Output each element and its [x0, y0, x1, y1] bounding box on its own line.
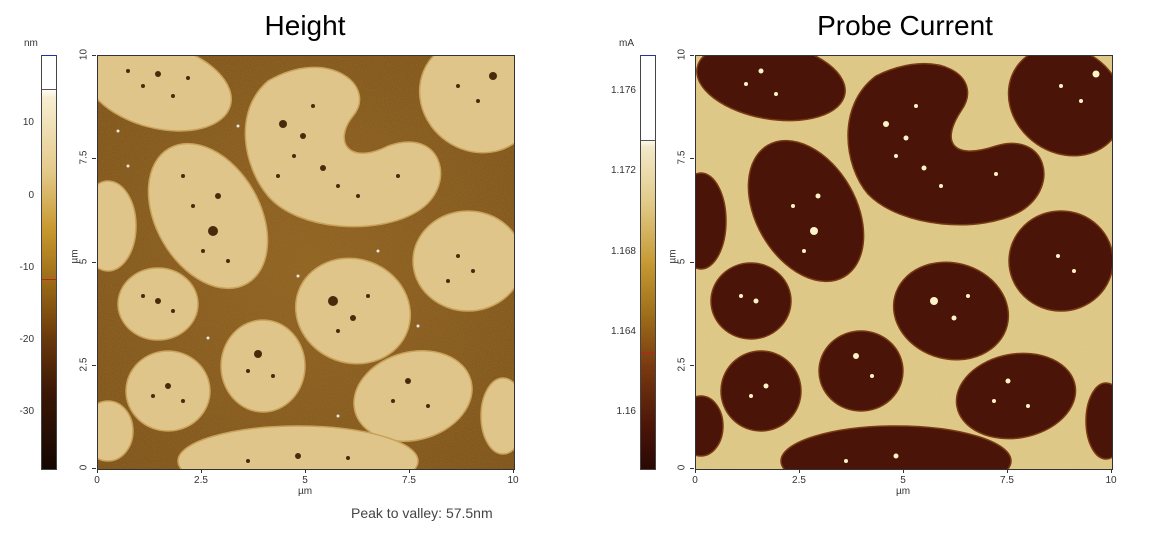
- height-colorbar-tick: 0: [28, 190, 34, 201]
- peak-to-valley-text: Peak to valley: 57.5nm: [351, 505, 493, 521]
- probe-current-map-image: [695, 55, 1113, 470]
- current-colorbar-marker-top: [641, 55, 655, 56]
- height-colorbar-marker-red: [42, 279, 56, 280]
- current-colorbar-tick: 1.164: [610, 326, 636, 337]
- current-y-tick-mark: [690, 262, 694, 263]
- height-title: Height: [264, 10, 346, 41]
- height-y-tick-label: 7.5: [78, 150, 90, 165]
- height-panel: Height nm 10 0 -10 -20 -30: [0, 0, 560, 541]
- height-x-tick-mark: [97, 469, 98, 473]
- current-y-axis-label: µm: [667, 249, 679, 264]
- height-colorbar-unit: nm: [24, 38, 38, 49]
- probe-current-map-svg: [696, 56, 1112, 469]
- current-x-tick-label: 10: [1105, 475, 1117, 486]
- current-y-tick-mark: [690, 55, 694, 56]
- current-x-tick-label: 7.5: [1000, 475, 1014, 486]
- height-y-tick-label: 10: [78, 48, 90, 61]
- current-x-tick-mark: [1007, 469, 1008, 473]
- current-y-tick-label: 2.5: [676, 357, 688, 372]
- current-y-tick-mark: [690, 158, 694, 159]
- current-x-tick-mark: [695, 469, 696, 473]
- height-colorbar-tick: -20: [19, 334, 34, 345]
- height-x-tick-mark: [513, 469, 514, 473]
- height-y-axis-label: µm: [69, 249, 81, 264]
- height-colorbar-tick: -30: [19, 406, 34, 417]
- height-y-tick-label: 2.5: [78, 357, 90, 372]
- probe-current-title: Probe Current: [817, 10, 993, 41]
- height-colorbar: [41, 55, 57, 470]
- height-x-tick-label: 5: [302, 475, 308, 486]
- current-y-tick-label: 10: [676, 48, 688, 61]
- height-x-tick-mark: [409, 469, 410, 473]
- current-colorbar-tick: 1.172: [610, 165, 636, 176]
- height-x-tick-label: 2.5: [194, 475, 208, 486]
- probe-current-panel: Probe Current mA 1.176 1.172 1.168 1.164…: [580, 0, 1149, 541]
- height-y-tick-mark: [92, 55, 96, 56]
- current-y-tick-mark: [690, 468, 694, 469]
- current-x-tick-mark: [903, 469, 904, 473]
- height-x-axis-label: µm: [298, 486, 313, 497]
- height-x-tick-mark: [305, 469, 306, 473]
- height-y-tick-mark: [92, 365, 96, 366]
- height-colorbar-marker-mid: [42, 89, 56, 90]
- current-colorbar-marker-mid: [641, 140, 655, 141]
- height-y-tick-mark: [92, 468, 96, 469]
- current-y-tick-label: 7.5: [676, 150, 688, 165]
- current-x-tick-label: 5: [900, 475, 906, 486]
- current-x-tick-mark: [799, 469, 800, 473]
- height-map-image: [97, 55, 515, 470]
- current-colorbar-tick: 1.176: [610, 85, 636, 96]
- current-colorbar: [640, 55, 656, 470]
- current-colorbar-marker-red: [641, 352, 655, 353]
- height-x-tick-label: 7.5: [402, 475, 416, 486]
- current-x-axis-label: µm: [896, 486, 911, 497]
- current-colorbar-unit: mA: [619, 38, 634, 49]
- current-colorbar-tick: 1.168: [610, 246, 636, 257]
- current-y-tick-mark: [690, 365, 694, 366]
- current-y-tick-label: 0: [676, 464, 688, 471]
- height-colorbar-tick: 10: [22, 117, 34, 128]
- height-x-tick-label: 0: [94, 475, 100, 486]
- height-x-tick-label: 10: [507, 475, 519, 486]
- height-colorbar-tick: -10: [19, 262, 34, 273]
- height-y-tick-label: 0: [78, 464, 90, 471]
- height-x-tick-mark: [201, 469, 202, 473]
- current-x-tick-mark: [1111, 469, 1112, 473]
- height-y-tick-mark: [92, 158, 96, 159]
- current-colorbar-tick: 1.16: [616, 406, 636, 417]
- height-colorbar-marker-top: [42, 55, 56, 56]
- height-map-svg: [98, 56, 514, 469]
- current-x-tick-label: 0: [692, 475, 698, 486]
- height-y-tick-mark: [92, 262, 96, 263]
- current-x-tick-label: 2.5: [792, 475, 806, 486]
